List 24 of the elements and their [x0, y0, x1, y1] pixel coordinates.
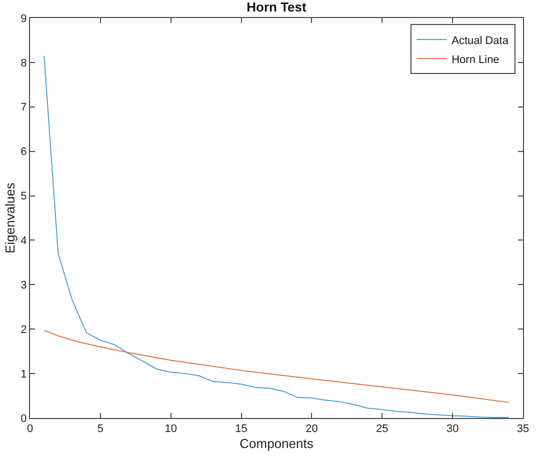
chart-title: Horn Test	[246, 0, 308, 14]
legend-label: Horn Line	[452, 54, 500, 66]
y-tick-label: 2	[20, 324, 27, 336]
x-tick-label: 25	[376, 423, 388, 436]
x-tick-label: 30	[446, 423, 459, 436]
x-tick-label: 35	[516, 423, 530, 436]
y-tick-label: 7	[20, 102, 27, 114]
y-tick-label: 4	[20, 235, 27, 248]
x-axis-title: Components	[240, 436, 314, 451]
legend-label: Actual Data	[452, 34, 510, 47]
x-tick-label: 10	[164, 423, 177, 436]
y-tick-label: 0	[20, 412, 27, 425]
x-tick-label: 15	[235, 423, 248, 436]
x-tick-label: 5	[97, 423, 104, 436]
y-tick-label: 1	[20, 368, 27, 380]
y-tick-label: 5	[20, 190, 27, 203]
line-series	[44, 330, 510, 403]
y-tick-label: 6	[20, 146, 27, 158]
x-tick-label: 20	[306, 423, 318, 436]
y-tick-label: 8	[20, 57, 27, 70]
y-tick-label: 9	[20, 12, 27, 25]
y-tick-label: 3	[20, 280, 27, 292]
line-series	[44, 55, 510, 418]
y-axis-title: Eigenvalues	[2, 182, 18, 254]
